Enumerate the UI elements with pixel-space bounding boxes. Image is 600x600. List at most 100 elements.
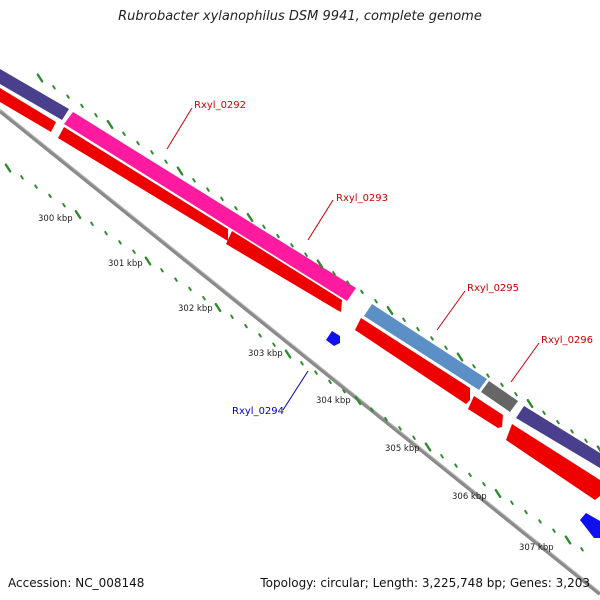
minor-tick <box>104 230 108 236</box>
scale-label: 301 kbp <box>108 259 143 269</box>
minor-tick <box>570 429 574 434</box>
major-tick <box>214 302 222 313</box>
genome-summary-text: Topology: circular; Length: 3,225,748 bp… <box>260 576 590 590</box>
major-tick <box>494 488 502 499</box>
scale-label: 302 kbp <box>178 304 213 314</box>
minor-tick <box>188 286 192 292</box>
gene-label[interactable]: Rxyl_0296 <box>541 335 593 346</box>
minor-tick <box>290 243 294 248</box>
scale-label: 303 kbp <box>248 349 283 359</box>
major-tick <box>284 349 292 359</box>
minor-tick <box>552 528 556 533</box>
minor-tick <box>150 150 154 155</box>
minor-tick <box>272 342 276 347</box>
major-tick <box>456 352 464 362</box>
minor-tick <box>500 382 504 388</box>
minor-tick <box>472 364 476 369</box>
minor-tick <box>20 175 24 180</box>
scale-label: 305 kbp <box>385 444 420 454</box>
minor-tick <box>234 206 238 211</box>
minor-tick <box>90 221 94 226</box>
minor-tick <box>174 277 178 282</box>
minor-tick <box>556 419 560 425</box>
minor-tick <box>384 416 388 422</box>
minor-tick <box>48 193 52 199</box>
gene-label[interactable]: Rxyl_0292 <box>194 100 246 111</box>
tick-row-bottom <box>4 163 584 552</box>
minor-tick <box>220 196 224 202</box>
minor-tick <box>374 299 378 304</box>
minor-tick <box>276 233 280 239</box>
minor-tick <box>52 85 56 90</box>
leader-line <box>510 342 540 383</box>
minor-tick <box>402 317 406 322</box>
minor-tick <box>332 271 336 276</box>
major-tick <box>176 166 184 176</box>
minor-tick <box>444 345 448 350</box>
minor-tick <box>258 333 262 338</box>
cds-arrow <box>506 424 600 500</box>
minor-tick <box>192 178 196 183</box>
scale-label: 304 kbp <box>316 396 351 406</box>
cds-arrow <box>0 88 56 132</box>
minor-tick <box>524 509 528 515</box>
minor-tick <box>580 547 584 552</box>
major-tick <box>564 535 572 545</box>
feature-track-outer <box>0 69 600 468</box>
leader-line <box>307 199 334 241</box>
minor-tick <box>160 268 164 273</box>
minor-tick <box>66 94 70 99</box>
gene-label[interactable]: Rxyl_0293 <box>336 193 388 204</box>
minor-tick <box>80 103 84 109</box>
minor-tick <box>482 482 486 487</box>
cds-arrow <box>468 396 503 428</box>
minor-tick <box>62 203 66 208</box>
minor-tick <box>454 463 458 468</box>
minor-tick <box>244 323 248 329</box>
major-tick <box>526 398 534 409</box>
scale-label: 306 kbp <box>452 492 487 502</box>
minor-tick <box>122 131 126 136</box>
minor-tick <box>328 379 332 385</box>
minor-tick <box>304 252 308 257</box>
minor-tick <box>370 407 374 412</box>
minor-tick <box>398 426 402 431</box>
major-tick <box>4 163 12 173</box>
minor-tick <box>440 454 444 459</box>
cds-reverse-arrow <box>580 513 600 538</box>
minor-tick <box>538 519 542 524</box>
cds-reverse-arrow <box>326 331 340 346</box>
minor-tick <box>34 184 38 189</box>
minor-tick <box>510 500 514 505</box>
feature-purple-right <box>516 406 600 468</box>
minor-tick <box>346 280 350 285</box>
gene-label[interactable]: Rxyl_0294 <box>232 406 284 417</box>
feature-magenta <box>64 112 356 301</box>
major-tick <box>144 256 152 266</box>
minor-tick <box>584 438 588 443</box>
cds-arrow <box>355 318 470 404</box>
cds-arrow <box>226 231 342 312</box>
genome-backbone <box>0 109 600 596</box>
minor-tick <box>416 326 420 332</box>
minor-tick <box>300 361 304 366</box>
minor-tick <box>118 240 122 245</box>
major-tick <box>106 119 114 130</box>
minor-tick <box>542 410 546 415</box>
minor-tick <box>430 336 434 341</box>
feature-steelblue <box>364 304 487 390</box>
leader-line <box>436 290 466 331</box>
major-tick <box>316 259 324 269</box>
feature-grey <box>481 381 518 412</box>
major-tick <box>596 445 600 453</box>
cds-track <box>0 88 600 500</box>
scale-label: 307 kbp <box>519 543 554 553</box>
accession-text: Accession: NC_008148 <box>8 576 145 590</box>
gene-label[interactable]: Rxyl_0295 <box>467 283 519 294</box>
tick-row-top <box>36 73 600 453</box>
major-tick <box>424 442 432 452</box>
major-tick <box>354 395 362 406</box>
major-tick <box>386 305 394 316</box>
scale-label: 300 kbp <box>38 214 73 224</box>
